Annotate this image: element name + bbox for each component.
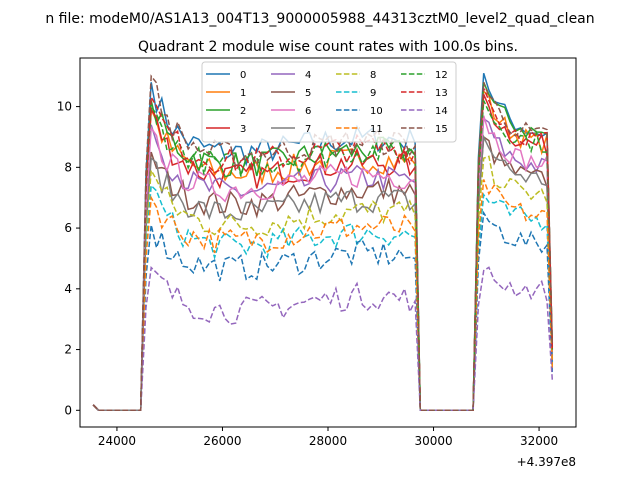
x-tick-label: 28000 <box>309 434 347 448</box>
legend-label-11: 11 <box>370 124 383 135</box>
x-axis: 24000 26000 28000 30000 32000 <box>98 427 558 448</box>
legend-label-5: 5 <box>305 88 311 99</box>
legend-label-7: 7 <box>305 124 311 135</box>
series-line-10 <box>92 210 554 412</box>
chart-title: Quadrant 2 module wise count rates with … <box>138 39 518 55</box>
x-tick-label: 24000 <box>98 434 136 448</box>
y-tick-label: 6 <box>64 221 72 235</box>
y-tick-label: 8 <box>64 160 72 174</box>
legend-label-12: 12 <box>435 70 448 81</box>
legend-label-15: 15 <box>435 124 448 135</box>
legend-label-13: 13 <box>435 88 448 99</box>
chart-suptitle: n file: modeM0/AS1A13_004T13_9000005988_… <box>45 11 594 27</box>
legend-box <box>201 61 457 143</box>
legend-label-8: 8 <box>370 70 376 81</box>
y-axis: 0 2 4 6 8 10 <box>57 100 80 417</box>
x-tick-label: 32000 <box>520 434 558 448</box>
legend-label-0: 0 <box>240 70 246 81</box>
y-tick-label: 10 <box>57 100 72 114</box>
x-axis-offset-label: +4.397e8 <box>517 455 576 469</box>
y-tick-label: 0 <box>64 403 72 417</box>
legend-label-6: 6 <box>305 106 311 117</box>
legend-label-1: 1 <box>240 88 246 99</box>
legend-label-9: 9 <box>370 88 376 99</box>
legend-label-3: 3 <box>240 124 246 135</box>
y-tick-label: 4 <box>64 282 72 296</box>
x-tick-label: 26000 <box>203 434 241 448</box>
plot-lines <box>92 72 554 412</box>
x-tick-label: 30000 <box>414 434 452 448</box>
y-tick-label: 2 <box>64 343 72 357</box>
series-line-14 <box>92 266 554 412</box>
legend-label-4: 4 <box>305 70 311 81</box>
legend-label-2: 2 <box>240 106 246 117</box>
legend-label-10: 10 <box>370 106 383 117</box>
legend-label-14: 14 <box>435 106 448 117</box>
